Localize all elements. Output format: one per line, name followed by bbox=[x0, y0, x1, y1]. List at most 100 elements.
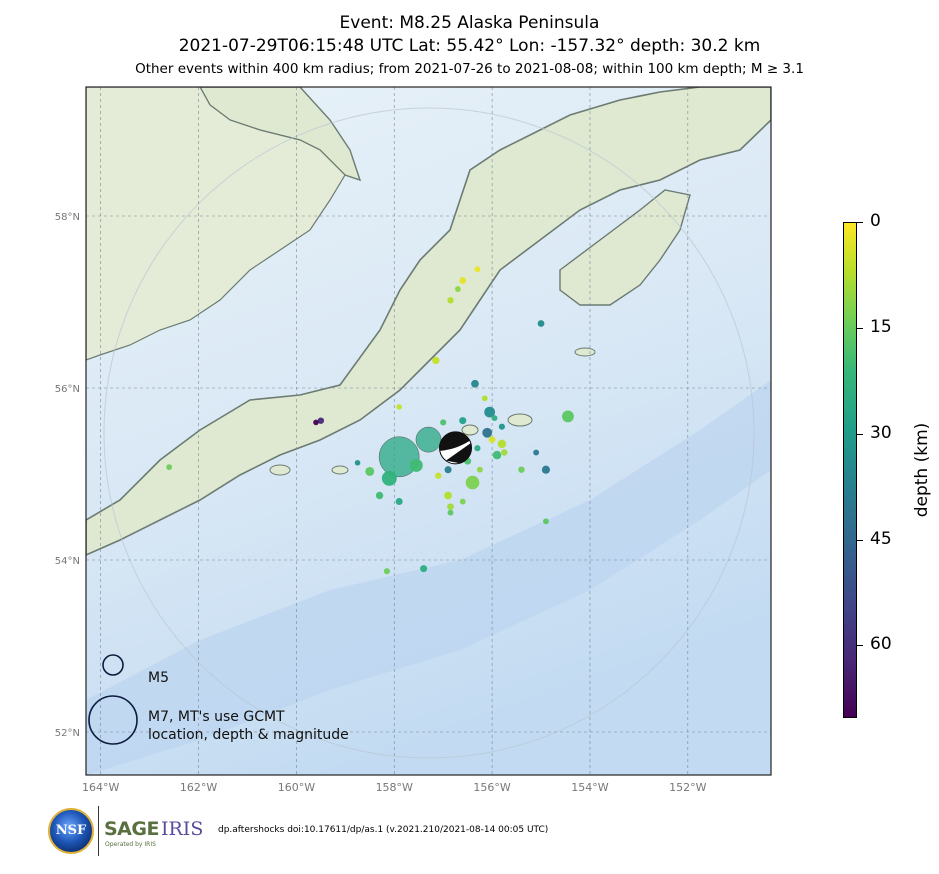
colorbar-label: depth (km) bbox=[912, 422, 932, 518]
aftershock-event bbox=[435, 472, 442, 479]
lon-tick-label: 164°W bbox=[82, 781, 119, 794]
land-bristol-bay-shore bbox=[86, 87, 346, 361]
nsf-logo-text: NSF bbox=[55, 823, 87, 838]
colorbar-tick-label: 45 bbox=[870, 528, 892, 549]
search-radius-circle bbox=[103, 107, 755, 759]
aftershock-event bbox=[459, 417, 467, 425]
aftershock-event bbox=[396, 404, 402, 410]
logo-divider bbox=[98, 806, 99, 856]
colorbar-tick-label: 15 bbox=[870, 316, 892, 337]
mainshock-focal-mechanism bbox=[439, 431, 473, 465]
aftershock-event bbox=[543, 518, 549, 525]
aftershock-event bbox=[383, 568, 390, 575]
aftershock-event bbox=[440, 419, 447, 426]
lat-tick-label: 54°N bbox=[55, 556, 80, 567]
aftershock-event bbox=[476, 466, 483, 473]
aftershock-event bbox=[488, 436, 496, 443]
aftershock-event bbox=[415, 426, 442, 453]
aftershock-event bbox=[492, 450, 502, 460]
depth-colorbar bbox=[843, 222, 857, 718]
aftershock-event bbox=[497, 439, 507, 449]
colorbar-tick bbox=[857, 222, 863, 223]
trench-band bbox=[86, 380, 771, 775]
aftershock-event bbox=[444, 491, 452, 500]
colorbar-tick bbox=[857, 433, 863, 435]
land-semidi-islands bbox=[507, 413, 533, 427]
legend-label-m7-line2: location, depth & magnitude bbox=[148, 727, 349, 743]
colorbar-tick bbox=[857, 539, 863, 541]
beachball-compressional bbox=[439, 431, 470, 451]
beachball-compressional-lower bbox=[445, 443, 472, 464]
aftershock-event bbox=[375, 491, 384, 500]
aftershock-event bbox=[533, 449, 540, 456]
colorbar-tick bbox=[857, 645, 863, 647]
aftershock-event bbox=[354, 460, 361, 466]
nsf-logo: NSF bbox=[48, 808, 94, 854]
colorbar-tick-label: 60 bbox=[870, 634, 892, 655]
land-trinity-islands bbox=[574, 347, 596, 357]
aftershock-event bbox=[444, 466, 452, 474]
land-chignik-islands bbox=[461, 424, 479, 436]
figure-subtitle-filter: Other events within 400 km radius; from … bbox=[135, 61, 804, 77]
aftershock-event bbox=[484, 406, 496, 418]
legend-label-m7-line1: M7, MT's use GCMT bbox=[148, 709, 285, 725]
aftershock-event bbox=[313, 419, 319, 426]
land-alaska-peninsula bbox=[86, 87, 771, 556]
colorbar-tick-label: 30 bbox=[870, 422, 892, 443]
aftershock-event bbox=[474, 266, 481, 273]
aftershock-event bbox=[447, 509, 454, 516]
aftershock-event bbox=[541, 465, 550, 474]
lon-tick-label: 158°W bbox=[376, 781, 413, 794]
aftershock-event bbox=[378, 436, 420, 478]
aftershock-event bbox=[465, 475, 480, 490]
operated-by-text: Operated by IRIS bbox=[105, 841, 156, 848]
lat-tick-label: 58°N bbox=[55, 212, 80, 223]
aftershock-event bbox=[501, 449, 508, 456]
lon-tick-label: 154°W bbox=[571, 781, 608, 794]
citation-footer: dp.aftershocks doi:10.17611/dp/as.1 (v.2… bbox=[218, 825, 549, 835]
figure-title: Event: M8.25 Alaska Peninsula bbox=[339, 13, 600, 33]
land-island bbox=[331, 465, 349, 475]
aftershock-event bbox=[365, 466, 375, 476]
aftershock-event bbox=[518, 466, 525, 473]
colorbar-tick-label: 0 bbox=[870, 211, 881, 231]
lat-tick-label: 56°N bbox=[55, 384, 80, 395]
lon-tick-label: 156°W bbox=[473, 781, 510, 794]
aftershock-event bbox=[562, 410, 574, 423]
lat-tick-label: 52°N bbox=[55, 728, 80, 739]
aftershock-event bbox=[459, 498, 466, 505]
aftershock-event bbox=[471, 379, 479, 388]
aftershock-event bbox=[447, 503, 454, 511]
land-shumagin-islands bbox=[269, 464, 291, 476]
figure-subtitle-event: 2021-07-29T06:15:48 UTC Lat: 55.42° Lon:… bbox=[178, 36, 761, 56]
map-tick-labels: 164°W 162°W 160°W 158°W 156°W 154°W 152°W 58°N 5… bbox=[55, 212, 707, 794]
aftershock-event bbox=[166, 464, 173, 471]
aftershock-events bbox=[166, 266, 574, 575]
colorbar-tick bbox=[857, 327, 863, 329]
aftershock-event bbox=[459, 277, 467, 284]
aftershock-event bbox=[481, 395, 488, 402]
lon-tick-label: 162°W bbox=[180, 781, 217, 794]
aftershock-event bbox=[537, 320, 545, 327]
aftershock-event bbox=[409, 458, 423, 472]
lon-tick-label: 160°W bbox=[278, 781, 315, 794]
legend-label-m5: M5 bbox=[148, 670, 169, 686]
aftershock-event bbox=[482, 427, 493, 438]
graticule bbox=[86, 87, 771, 775]
iris-logo: IRIS bbox=[161, 818, 204, 840]
aftershock-event bbox=[317, 417, 325, 424]
aftershock-event bbox=[474, 445, 481, 452]
land-kodiak-island bbox=[559, 189, 691, 306]
aftershock-event bbox=[454, 286, 461, 293]
aftershock-event bbox=[447, 297, 454, 304]
aftershock-event bbox=[491, 415, 498, 422]
aftershock-event bbox=[381, 470, 397, 486]
lon-tick-label: 152°W bbox=[669, 781, 706, 794]
aftershock-event bbox=[432, 356, 440, 365]
aftershock-event bbox=[498, 423, 505, 430]
aftershock-event bbox=[395, 497, 403, 506]
aftershock-event bbox=[420, 565, 428, 573]
legend-circle-m5 bbox=[102, 654, 124, 676]
